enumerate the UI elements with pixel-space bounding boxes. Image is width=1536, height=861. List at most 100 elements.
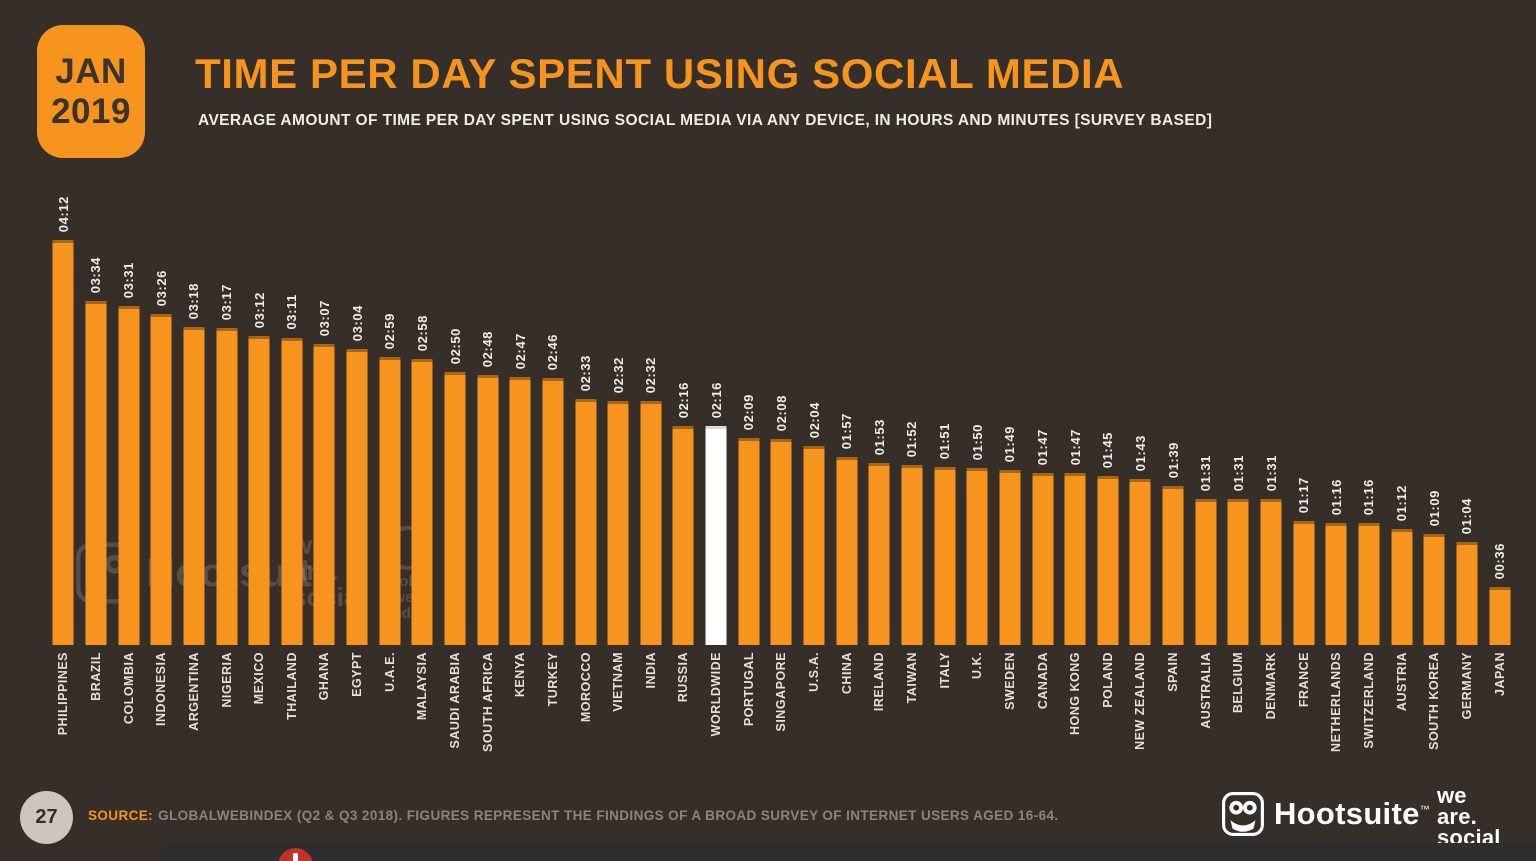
- bar-country-label: MOROCCO: [578, 652, 593, 723]
- bar-country-label: GHANA: [317, 652, 332, 701]
- bar-value-label: 01:16: [1328, 478, 1344, 515]
- bar-country-label: NIGERIA: [219, 652, 234, 708]
- bar-value-label: 01:31: [1263, 454, 1279, 491]
- chart-column: 01:45 POLAND: [1092, 170, 1125, 708]
- bar-value-label: 03:26: [153, 269, 169, 306]
- bar-value-label: 03:18: [186, 282, 202, 319]
- chart-column: 02:32 VIETNAM: [602, 170, 635, 712]
- bar-country-label: WORLDWIDE: [709, 652, 724, 737]
- chart-column: 03:07 GHANA: [308, 170, 341, 700]
- was-logo-line: are.: [1437, 804, 1477, 829]
- bar-value-label: 01:17: [1296, 476, 1312, 513]
- bar-value-label: 01:57: [839, 412, 855, 449]
- bar: [901, 465, 923, 645]
- bar-value-label: 01:49: [1002, 425, 1018, 462]
- bar-country-label: SPAIN: [1166, 652, 1181, 692]
- bar-country-label: JAPAN: [1492, 652, 1507, 696]
- bar: [313, 344, 335, 645]
- hootsuite-logo: Hootsuite™: [1222, 792, 1430, 836]
- bar-value-label: 02:04: [806, 401, 822, 438]
- bar-value-label: 03:11: [284, 294, 300, 330]
- chart-column: 01:51 ITALY: [928, 170, 961, 689]
- trademark-symbol: ™: [1419, 804, 1430, 816]
- bar: [444, 372, 466, 645]
- hootsuite-logo-text: Hootsuite™: [1274, 796, 1430, 831]
- bar-country-label: BRAZIL: [88, 652, 103, 701]
- bar-value-label: 02:09: [741, 393, 757, 430]
- bar: [477, 375, 499, 645]
- bar-value-label: 02:58: [414, 314, 430, 351]
- was-logo-line: we: [1437, 783, 1467, 808]
- bar-chart: 04:12 PHILIPPINES 03:34 BRAZIL 03:31 COLOMBIA…: [47, 170, 1516, 752]
- chart-column: 02:08 SINGAPORE: [765, 170, 798, 732]
- red-player-icon[interactable]: [278, 848, 313, 861]
- bar: [1227, 499, 1249, 645]
- bar-country-label: TURKEY: [545, 652, 560, 707]
- bar-country-label: NEW ZEALAND: [1133, 652, 1148, 750]
- chart-column: 03:18 ARGENTINA: [178, 170, 211, 731]
- bar: [1489, 587, 1510, 645]
- bar: [1358, 523, 1380, 645]
- bar: [770, 439, 792, 645]
- bar: [966, 468, 988, 645]
- bar-value-label: 02:16: [708, 381, 724, 418]
- source-label: SOURCE:: [88, 808, 154, 823]
- chart-column: 01:53 IRELAND: [863, 170, 896, 711]
- bar: [868, 463, 890, 645]
- date-badge: JAN 2019: [37, 25, 145, 158]
- chart-column: 01:31 AUSTRALIA: [1189, 170, 1222, 729]
- bar: [1423, 534, 1445, 645]
- hootsuite-owl-icon: [1222, 792, 1264, 836]
- chart-column: 03:26 INDONESIA: [145, 170, 178, 726]
- chart-column: 02:16 WORLDWIDE: [700, 170, 733, 736]
- bar: [1293, 521, 1315, 645]
- bar-value-label: 03:04: [349, 304, 365, 341]
- bar: [672, 426, 694, 645]
- bar: [1162, 486, 1184, 645]
- bar-country-label: DENMARK: [1264, 652, 1279, 720]
- player-icon-glyph: [293, 853, 298, 861]
- chart-column: 00:36 JAPAN: [1483, 170, 1516, 696]
- bar: [281, 338, 303, 645]
- bar: [150, 314, 172, 645]
- bar-value-label: 01:39: [1165, 441, 1181, 478]
- bar-country-label: U.A.E.: [382, 652, 397, 692]
- bar-country-label: AUSTRIA: [1394, 652, 1409, 712]
- bar-country-label: ITALY: [937, 652, 952, 689]
- bar-country-label: EGYPT: [350, 652, 365, 697]
- bar-value-label: 01:51: [937, 422, 953, 459]
- bar-country-label: U.K.: [970, 652, 985, 679]
- bar-value-label: 03:07: [316, 299, 332, 336]
- chart-column: 02:16 RUSSIA: [667, 170, 700, 702]
- bar-country-label: COLOMBIA: [121, 652, 136, 725]
- bar-country-label: INDIA: [643, 652, 658, 689]
- bar-value-label: 01:04: [1459, 497, 1475, 534]
- bar: [1195, 499, 1217, 645]
- bar-value-label: 02:46: [545, 333, 561, 370]
- bar: [607, 401, 629, 645]
- bar-value-label: 02:32: [643, 356, 659, 393]
- chart-column: 03:11 THAILAND: [275, 170, 308, 720]
- bar: [183, 327, 205, 645]
- bar: [836, 457, 858, 645]
- chart-column: 01:43 NEW ZEALAND: [1124, 170, 1157, 750]
- chart-column: 01:49 SWEDEN: [994, 170, 1027, 710]
- chart-column: 02:47 KENYA: [504, 170, 537, 697]
- chart-column: 02:48 SOUTH AFRICA: [471, 170, 504, 752]
- bar: [1129, 479, 1151, 645]
- bar-value-label: 04:12: [55, 195, 71, 232]
- bar: [52, 240, 74, 645]
- video-player-strip[interactable]: [162, 843, 1536, 861]
- bar-country-label: POLAND: [1100, 652, 1115, 708]
- chart-column: 03:31 COLOMBIA: [112, 170, 145, 724]
- bar-country-label: KENYA: [513, 652, 528, 698]
- bar-country-label: FRANCE: [1296, 652, 1311, 708]
- bar-value-label: 02:59: [382, 312, 398, 349]
- bar-highlight: [705, 426, 727, 645]
- bar: [934, 467, 956, 645]
- bar: [1456, 542, 1478, 645]
- bar: [1325, 523, 1347, 645]
- bar: [999, 470, 1021, 645]
- chart-column: 02:04 U.S.A.: [798, 170, 831, 692]
